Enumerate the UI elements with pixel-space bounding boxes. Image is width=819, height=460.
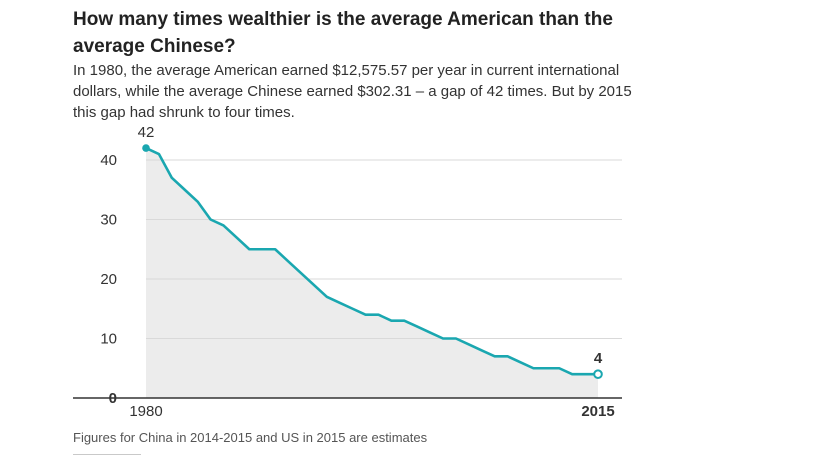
start-point-marker [142,144,150,152]
y-tick-label-10: 10 [100,331,117,348]
chart-subtitle: In 1980, the average American earned $12… [73,62,632,121]
y-tick-label-20: 20 [100,271,117,288]
x-tick-label-1980: 1980 [129,403,162,420]
y-tick-label-40: 40 [100,152,117,169]
y-tick-label-30: 30 [100,212,117,229]
chart-title: How many times wealthier is the average … [73,9,613,57]
annotation-label-2015: 4 [594,350,603,367]
wealth-gap-area-chart: 0 10 20 30 40 1980 2015 42 4 [73,124,622,420]
end-point-marker [593,369,603,380]
x-tick-label-2015: 2015 [581,403,614,420]
area-fill [146,148,598,398]
footnote-divider [73,454,141,455]
footnote: Figures for China in 2014-2015 and US in… [73,430,428,445]
y-tick-label-0: 0 [109,390,117,407]
annotation-label-1980: 42 [138,124,155,141]
series-line [144,146,600,376]
